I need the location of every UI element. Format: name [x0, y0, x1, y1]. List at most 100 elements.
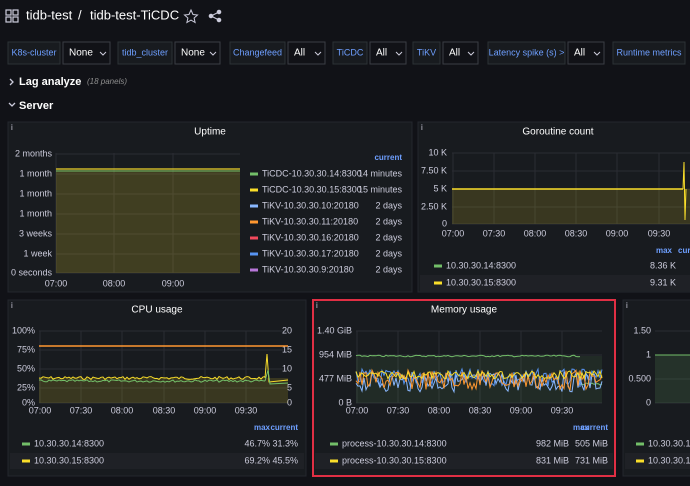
variable-dropdown[interactable] [174, 41, 221, 65]
y-tick-label: 0 seconds [11, 267, 53, 277]
variable-dropdown[interactable] [369, 41, 407, 65]
dropdown-caret [467, 51, 475, 56]
legend-value: 46.7% [244, 438, 270, 448]
row-title[interactable]: Lag analyze [19, 76, 81, 88]
series-line [355, 354, 581, 358]
y-tick-label: 1.50 [633, 325, 651, 335]
legend-name[interactable]: 10.30.30.14:8300 [648, 438, 690, 448]
legend-name[interactable]: TiKV-10.30.30.9:20180 [262, 264, 354, 274]
variable-dropdown[interactable] [442, 41, 479, 65]
row-chevron[interactable] [8, 102, 16, 107]
x-tick-label: 09:30 [648, 228, 671, 238]
variable-dropdown[interactable] [287, 41, 326, 65]
legend-value: 8.36 K [650, 260, 676, 270]
legend-value: 15 minutes [358, 184, 403, 194]
variable-value: None [181, 48, 205, 59]
y-tick-label: 1 month [19, 188, 52, 198]
legend-swatch [250, 252, 258, 256]
variable-label: TiCDC [337, 47, 364, 57]
series-area [56, 168, 240, 273]
legend-row [10, 453, 304, 469]
variable-label-box [229, 41, 286, 65]
variable-label-box [487, 41, 566, 65]
legend-value: 505 MiB [575, 438, 608, 448]
y-tick-label: 75% [17, 344, 35, 354]
legend-header: max [254, 423, 271, 432]
legend-value: 982 MiB [536, 438, 569, 448]
x-tick-label: 07:00 [45, 278, 68, 288]
variable-label: Changefeed [233, 47, 282, 57]
legend-value: 45.5% [272, 455, 298, 465]
legend-row [625, 453, 690, 469]
breadcrumb-folder[interactable]: tidb-test [26, 7, 73, 22]
legend-value: 731 MiB [575, 455, 608, 465]
legend-name[interactable]: 10.30.30.15:8300 [34, 455, 104, 465]
panel: i Goroutine count 10 K 7.50 K 5 K 2.50 K 007:0… [417, 121, 690, 293]
dashboard-title[interactable]: tidb-test-TiCDC [90, 7, 179, 22]
row-title[interactable]: Server [19, 100, 54, 112]
legend-name[interactable]: TiKV-10.30.30.11:20180 [262, 216, 358, 226]
variable-dropdown[interactable] [62, 41, 111, 65]
y-tick-label: 1.40 GiB [317, 325, 352, 335]
x-tick-label: 09:00 [194, 405, 217, 415]
y-tick-label: 10 K [428, 147, 447, 157]
y2-tick-label: 15 [282, 344, 292, 354]
legend-header: curr [678, 246, 690, 255]
y-tick-label: 0 B [338, 397, 352, 407]
legend-header: current [580, 423, 608, 432]
x-tick-label: 07:30 [483, 228, 506, 238]
panel-info-icon: i [11, 301, 13, 310]
panel-info-icon: i [316, 301, 318, 310]
share-icon[interactable] [208, 9, 222, 23]
legend-name[interactable]: process-10.30.30.15:8300 [342, 455, 447, 465]
variable-dropdown[interactable] [567, 41, 605, 65]
x-tick-label: 07:30 [387, 405, 410, 415]
legend-swatch [22, 459, 30, 463]
legend-row [315, 453, 613, 469]
y-tick-label: 1 [646, 349, 651, 359]
variable-label-box [332, 41, 368, 65]
variable-label: K8s-cluster [11, 47, 56, 57]
dashboard-icon [5, 9, 19, 23]
x-tick-label: 09:00 [510, 405, 533, 415]
variable-value: All [376, 48, 387, 59]
legend-name[interactable]: TiKV-10.30.30.16:20180 [262, 232, 359, 242]
panel-title: Uptime [194, 127, 226, 138]
legend-name[interactable]: 10.30.30.14:8300 [34, 438, 104, 448]
legend-name[interactable]: TiCDC-10.30.30.15:8300 [262, 184, 362, 194]
series-line [264, 353, 289, 383]
row-chevron[interactable] [9, 78, 14, 86]
legend-name[interactable]: TiKV-10.30.30.10:20180 [262, 200, 359, 210]
series-area [452, 189, 690, 224]
legend-name[interactable]: 10.30.30.15:8300 [446, 277, 516, 287]
variable-label: Runtime metrics [616, 47, 682, 57]
star-icon[interactable] [183, 8, 199, 24]
variable-label: tidb_cluster [122, 47, 168, 57]
variable-value: All [449, 48, 460, 59]
legend-value: 9.31 K [650, 277, 676, 287]
x-tick-label: 07:00 [29, 405, 52, 415]
dropdown-caret [314, 51, 322, 56]
legend-name[interactable]: TiCDC-10.30.30.14:8300 [262, 168, 362, 178]
legend-name[interactable]: TiKV-10.30.30.17:20180 [262, 248, 359, 258]
legend-value: 2 days [375, 232, 402, 242]
x-tick-label: 08:00 [111, 405, 134, 415]
panel-info-icon: i [626, 301, 628, 310]
legend-name[interactable]: 10.30.30.14:8300 [446, 260, 516, 270]
legend-swatch [250, 268, 258, 272]
legend-value: 2 days [375, 216, 402, 226]
y2-tick-label: 10 [282, 363, 292, 373]
y-tick-label: 25% [17, 382, 35, 392]
variable-label: TiKV [417, 47, 436, 57]
x-tick-label: 08:00 [524, 228, 547, 238]
legend-name[interactable]: 10.30.30.15:8300 [648, 455, 690, 465]
legend-row [420, 275, 690, 291]
legend-swatch [330, 459, 338, 463]
legend-swatch [250, 204, 258, 208]
y-tick-label: 1 month [19, 208, 52, 218]
x-tick-label: 07:00 [442, 228, 465, 238]
legend-name[interactable]: process-10.30.30.14:8300 [342, 438, 447, 448]
panel-frame [7, 121, 413, 293]
y-tick-label: 954 MiB [319, 349, 352, 359]
